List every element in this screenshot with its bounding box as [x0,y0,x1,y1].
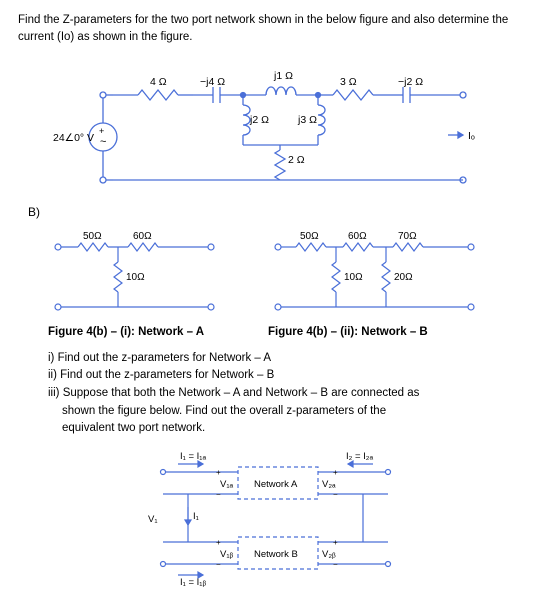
svg-text:I₁ = I₁ₐ: I₁ = I₁ₐ [180,451,207,462]
q-iii-3: equivalent two port network. [48,420,530,437]
svg-text:j1 Ω: j1 Ω [273,70,293,82]
intro-line-1: Find the Z-parameters for the two port n… [18,14,508,26]
svg-text:3 Ω: 3 Ω [340,76,357,88]
svg-text:50Ω: 50Ω [300,231,319,242]
network-b-caption: Figure 4(b) – (ii): Network – B [268,326,488,338]
svg-text:10Ω: 10Ω [344,272,363,283]
svg-text:−: − [333,560,338,569]
svg-text:j2 Ω: j2 Ω [249,114,269,126]
svg-text:70Ω: 70Ω [398,231,417,242]
svg-text:V₁: V₁ [148,514,158,525]
connection-figure: I₁ = I₁ₐ I₂ = I₂ₐ V₁ₐ V₂ₐ V₁ᵦ V₂ᵦ V₁ Net… [108,447,530,587]
svg-text:I₁: I₁ [193,511,199,522]
network-a-caption: Figure 4(b) – (i): Network – A [48,326,228,338]
q-i: i) Find out the z-parameters for Network… [48,350,530,367]
svg-text:−j4 Ω: −j4 Ω [200,76,225,88]
svg-text:4 Ω: 4 Ω [150,76,167,88]
svg-text:24∠0° V: 24∠0° V [53,132,94,144]
svg-text:20Ω: 20Ω [394,272,413,283]
svg-text:50Ω: 50Ω [83,231,102,242]
main-circuit: 4 Ω −j4 Ω j1 Ω 3 Ω −j2 Ω j2 Ω j3 Ω 2 Ω 2… [18,65,530,195]
svg-text:j3 Ω: j3 Ω [297,114,317,126]
svg-text:I₁ = I₁ᵦ: I₁ = I₁ᵦ [180,577,207,587]
svg-text:+: + [99,126,104,136]
q-iii-1: iii) Suppose that both the Network – A a… [48,385,530,402]
intro-text: Find the Z-parameters for the two port n… [18,12,530,47]
svg-text:60Ω: 60Ω [133,231,152,242]
svg-text:−j2 Ω: −j2 Ω [398,76,423,88]
svg-text:+: + [216,468,221,477]
svg-text:V₂ₐ: V₂ₐ [322,479,336,490]
q-ii: ii) Find out the z-parameters for Networ… [48,367,530,384]
svg-text:V₁ᵦ: V₁ᵦ [220,549,234,560]
svg-text:2 Ω: 2 Ω [288,154,305,166]
network-b: 50Ω 60Ω 70Ω 10Ω 20Ω Figure 4(b) – (ii): … [268,227,488,338]
svg-text:Iₒ: Iₒ [468,130,475,142]
question-list: i) Find out the z-parameters for Network… [48,350,530,437]
q-iii-2: shown the figure below. Find out the ove… [48,403,530,420]
svg-text:I₂ = I₂ₐ: I₂ = I₂ₐ [346,451,373,462]
svg-text:10Ω: 10Ω [126,272,145,283]
svg-text:V₂ᵦ: V₂ᵦ [322,549,336,560]
intro-line-2: current (Io) as shown in the figure. [18,31,193,43]
svg-text:V₁ₐ: V₁ₐ [220,479,234,490]
svg-text:+: + [216,538,221,547]
svg-text:+: + [333,538,338,547]
networks-row: 50Ω 60Ω 10Ω Figure 4(b) – (i): Network –… [48,227,530,338]
svg-text:60Ω: 60Ω [348,231,367,242]
svg-text:+: + [333,468,338,477]
network-a: 50Ω 60Ω 10Ω Figure 4(b) – (i): Network –… [48,227,228,338]
svg-text:−: − [333,490,338,499]
svg-text:−: − [216,560,221,569]
svg-text:Network B: Network B [254,549,298,560]
svg-text:−: − [216,490,221,499]
svg-text:~: ~ [100,136,106,148]
svg-text:Network A: Network A [254,479,298,490]
section-b-label: B) [28,205,530,219]
